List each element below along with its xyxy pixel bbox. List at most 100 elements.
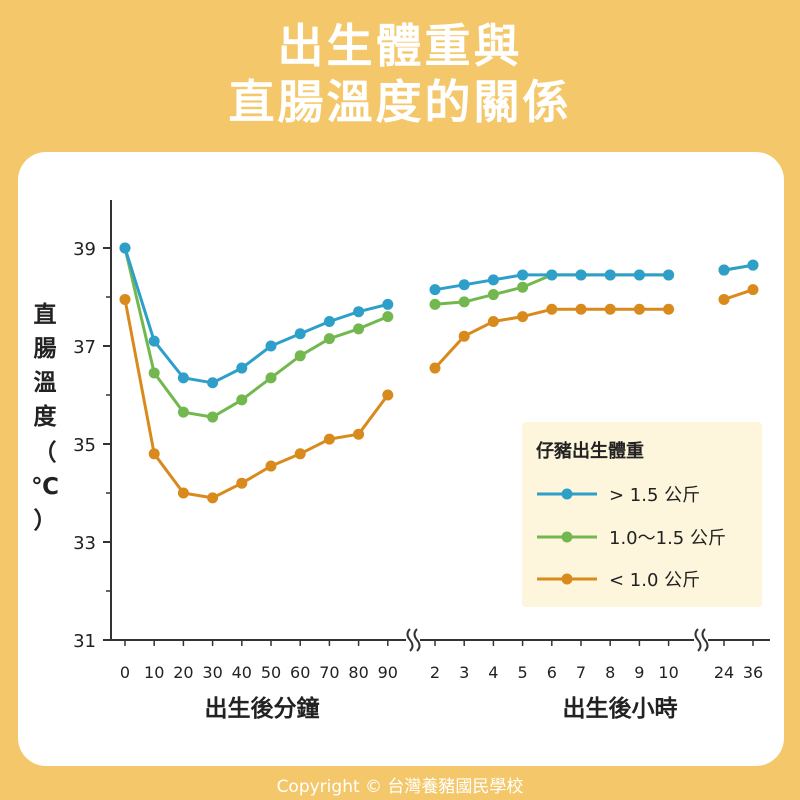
- x-tick-label: 10: [658, 663, 678, 682]
- x-tick-label: 5: [518, 663, 528, 682]
- legend-swatch-dot: [561, 488, 573, 500]
- data-point: [265, 340, 277, 352]
- series-line: [433, 307, 669, 370]
- data-point: [207, 377, 219, 389]
- data-point: [294, 448, 306, 460]
- data-point: [119, 293, 131, 305]
- y-axis-label-char: （: [34, 439, 57, 466]
- axis-break-mark: [701, 628, 709, 652]
- title-line-2: 直腸溫度的關係: [228, 75, 572, 129]
- data-point: [517, 269, 529, 281]
- x-tick-label: 10: [144, 663, 164, 682]
- data-point: [382, 298, 394, 310]
- data-point: [458, 330, 470, 342]
- legend-label: > 1.5 公斤: [609, 485, 700, 506]
- legend-label: 1.0～1.5 公斤: [609, 528, 726, 549]
- x-tick-label: 80: [348, 663, 368, 682]
- data-point: [294, 350, 306, 362]
- data-point: [148, 448, 160, 460]
- data-point: [458, 279, 470, 291]
- y-tick-label: 39: [73, 239, 96, 260]
- data-point: [265, 372, 277, 384]
- x-tick-label: 7: [576, 663, 586, 682]
- data-point: [575, 269, 587, 281]
- series-line: [123, 299, 390, 500]
- title-line-1: 出生體重與: [277, 19, 523, 73]
- y-axis-label-char: 溫: [34, 370, 57, 396]
- data-point: [633, 303, 645, 315]
- y-axis-label-char: ℃: [31, 474, 59, 500]
- y-tick-label: 35: [73, 435, 96, 456]
- x-tick-label: 8: [605, 663, 615, 682]
- axis-break-gap: [694, 628, 708, 652]
- x-axis-label-minutes: 出生後分鐘: [205, 695, 320, 722]
- axis-break-mark: [694, 628, 702, 652]
- axis-break-mark: [413, 628, 421, 652]
- x-tick-label: 24: [714, 663, 734, 682]
- legend-box: [522, 422, 762, 607]
- y-axis-label-char: 直: [34, 301, 57, 328]
- data-point: [177, 406, 189, 418]
- series-line: [123, 247, 389, 419]
- data-point: [119, 242, 131, 254]
- x-tick-label: 70: [319, 663, 339, 682]
- data-point: [429, 284, 441, 296]
- data-point: [353, 323, 365, 335]
- legend-title: 仔豬出生體重: [536, 440, 644, 462]
- data-point: [517, 311, 529, 323]
- data-point: [663, 303, 675, 315]
- data-point: [487, 316, 499, 327]
- data-point: [718, 264, 730, 276]
- data-point: [323, 316, 335, 327]
- x-tick-label: 4: [488, 663, 498, 682]
- data-point: [663, 269, 675, 281]
- data-point: [236, 394, 248, 406]
- data-point: [633, 269, 645, 281]
- data-point: [207, 492, 219, 504]
- data-point: [353, 428, 365, 440]
- data-point: [148, 335, 160, 347]
- data-point: [323, 433, 335, 445]
- x-axis-label-hours: 出生後小時: [563, 695, 678, 722]
- data-point: [148, 367, 160, 379]
- data-point: [604, 303, 616, 315]
- x-tick-label: 9: [634, 663, 644, 682]
- y-axis-label-char: 腸: [34, 336, 57, 362]
- data-point: [429, 362, 441, 374]
- x-tick-label: 30: [202, 663, 222, 682]
- data-point: [575, 303, 587, 315]
- data-point: [294, 328, 306, 340]
- data-point: [323, 333, 335, 345]
- data-point: [546, 303, 558, 315]
- data-point: [517, 281, 529, 293]
- data-point: [487, 289, 499, 301]
- x-tick-label: 3: [459, 663, 469, 682]
- y-axis-label-char: 度: [34, 403, 58, 430]
- data-point: [353, 306, 365, 318]
- data-point: [177, 372, 189, 384]
- data-point: [747, 284, 759, 296]
- legend-swatch-dot: [561, 573, 573, 585]
- data-point: [546, 269, 558, 281]
- data-point: [207, 411, 219, 423]
- axis-break-mark: [406, 628, 414, 652]
- y-tick-label: 31: [73, 631, 96, 652]
- x-tick-label: 0: [120, 663, 130, 682]
- data-point: [487, 274, 499, 286]
- data-point: [236, 362, 248, 374]
- data-point: [718, 293, 730, 305]
- y-axis-label-char: ）: [34, 507, 57, 534]
- x-tick-label: 20: [173, 663, 193, 682]
- data-point: [429, 298, 441, 310]
- data-point: [604, 269, 616, 281]
- legend-swatch-dot: [561, 531, 573, 543]
- series-line: [123, 247, 389, 385]
- x-tick-label: 60: [290, 663, 310, 682]
- data-point: [265, 460, 277, 472]
- copyright-notice: Copyright © 台灣養豬國民學校: [276, 777, 524, 797]
- x-tick-label: 50: [261, 663, 281, 682]
- data-point: [177, 487, 189, 499]
- x-tick-label: 6: [547, 663, 557, 682]
